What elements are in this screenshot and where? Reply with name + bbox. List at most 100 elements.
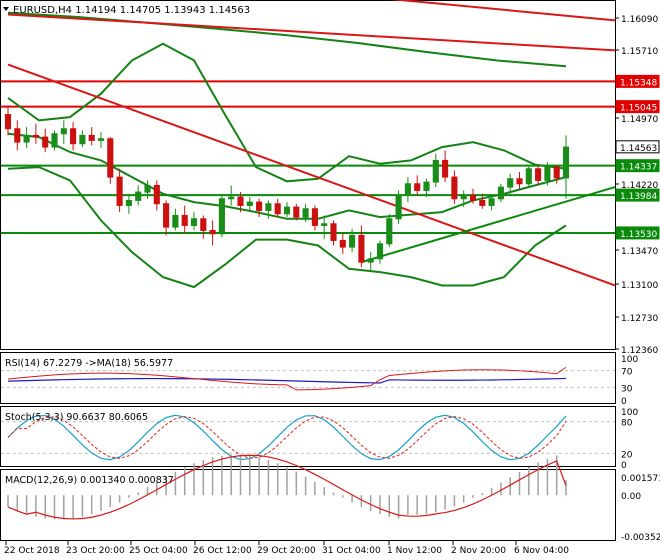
candle-body-8 [79,134,86,145]
macd-panel-frame [0,469,616,541]
candle-body-29 [274,203,281,215]
candle-body-3 [32,134,39,138]
rsi-ma-line [7,377,567,384]
bollinger-upper [7,42,567,183]
candle-body-57 [535,168,542,181]
stoch-axis-label-0: 100 [621,408,638,418]
candle-body-36 [339,239,346,248]
rsi-panel-frame [0,352,616,404]
candle-body-43 [404,183,411,196]
macd-signal-line [7,454,567,520]
rsi-axis-label-1: 70 [621,368,633,378]
candle-body-5 [51,133,58,148]
candle-body-38 [358,234,365,263]
candle-body-7 [70,128,77,145]
candle-body-39 [367,258,374,263]
candle-body-11 [107,138,114,178]
stoch-axis-label-2: 20 [621,450,633,460]
candle-body-23 [218,198,225,235]
bollinger-lower [7,166,567,289]
candle-body-59 [553,166,560,179]
stoch-axis-label-1: 80 [621,419,633,429]
candle-body-53 [497,186,504,200]
candle-body-0 [4,114,12,130]
candle-body-20 [190,218,198,226]
macd-header: MACD(12,26,9) 0.001340 0.000837 [5,475,174,486]
candle-body-55 [516,178,523,185]
candle-body-17 [163,203,170,228]
candle-body-50 [469,194,477,201]
main-price-layer [1,0,616,289]
candle-body-58 [544,166,551,181]
price-tick-label-7: 1.12360 [621,346,658,356]
candle-body-4 [42,136,49,148]
price-marker-box-5 [615,226,660,240]
price-marker-label-1: 1.15045 [620,104,657,114]
candle-body-25 [237,196,244,206]
rsi-axis-label-3: 0 [621,397,627,407]
candle-body-35 [330,223,337,241]
stoch-axis-label-3: 0 [621,461,627,471]
price-tick-label-0: 1.16090 [621,15,658,25]
candle-body-26 [246,201,253,206]
price-marker-box-2 [615,140,660,154]
candle-body-52 [488,198,495,206]
trendline-3 [361,186,616,264]
candle-body-21 [200,218,207,231]
candle-body-49 [460,194,467,200]
price-tick-label-3: 1.14220 [621,181,658,191]
time-tick-label-1: 23 Oct 20:00 [66,546,125,556]
candle-body-32 [302,208,309,218]
rsi-axis-label-0: 100 [621,355,638,365]
price-marker-label-4: 1.13984 [620,192,657,202]
candle-body-45 [423,181,430,191]
candle-body-19 [181,214,188,226]
candle-body-56 [525,168,532,185]
stochastic-layer [1,414,615,461]
candle-body-10 [97,138,105,141]
price-tick-label-5: 1.13100 [621,281,658,291]
candle-body-18 [172,214,179,228]
time-tick-label-8: 6 Nov 04:00 [514,546,569,556]
candle-body-28 [265,203,272,211]
price-tick-label-6: 1.12730 [621,314,658,324]
price-marker-box-4 [615,188,660,202]
candle-body-27 [256,201,263,211]
candle-body-37 [349,234,356,248]
candle-body-16 [153,184,160,205]
price-marker-box-0 [615,74,660,88]
candle-body-9 [88,134,95,141]
candle-body-41 [386,218,393,245]
stoch-header: Stoch(5,3,3) 90.6637 80.6065 [5,412,148,423]
time-tick-label-7: 2 Nov 20:00 [451,546,506,556]
candle-body-42 [395,194,402,220]
price-tick-label-4: 1.13470 [621,247,658,257]
candle-body-1 [14,128,21,143]
macd-axis-label-0: 0.001571 [621,474,660,484]
axis-layer: 1.16090 1.15710 1.14970 1.14220 1.13470 1.131… [4,15,660,556]
time-tick-label-5: 31 Oct 04:00 [322,546,381,556]
price-tick-label-1: 1.15710 [621,47,658,57]
candle-body-14 [135,191,142,201]
time-tick-label-2: 25 Oct 04:00 [129,546,188,556]
price-marker-label-3: 1.14337 [620,163,657,173]
stoch-panel-frame [0,406,616,467]
candle-body-46 [432,159,439,183]
rsi-header: RSI(14) 67.2279 ->MA(18) 56.5977 [5,358,173,369]
main-header: EURUSD,H4 1.14194 1.14705 1.13943 1.1456… [13,5,250,16]
candle-body-6 [60,128,67,135]
time-tick-label-0: 22 Oct 2018 [4,546,60,556]
candle-body-33 [311,208,318,226]
price-marker-label-0: 1.15348 [620,78,657,88]
macd-axis-label-1: 0.00 [621,492,641,502]
candle-body-40 [376,243,384,260]
candle-body-12 [116,176,123,206]
candle-body-24 [228,196,235,200]
price-tick-label-2: 1.14970 [621,115,658,125]
stoch-signal-line [7,416,567,459]
candle-body-51 [479,199,486,206]
rsi-axis-label-2: 30 [621,384,633,394]
candle-body-44 [414,183,421,191]
symbol-arrow-icon [3,7,9,11]
